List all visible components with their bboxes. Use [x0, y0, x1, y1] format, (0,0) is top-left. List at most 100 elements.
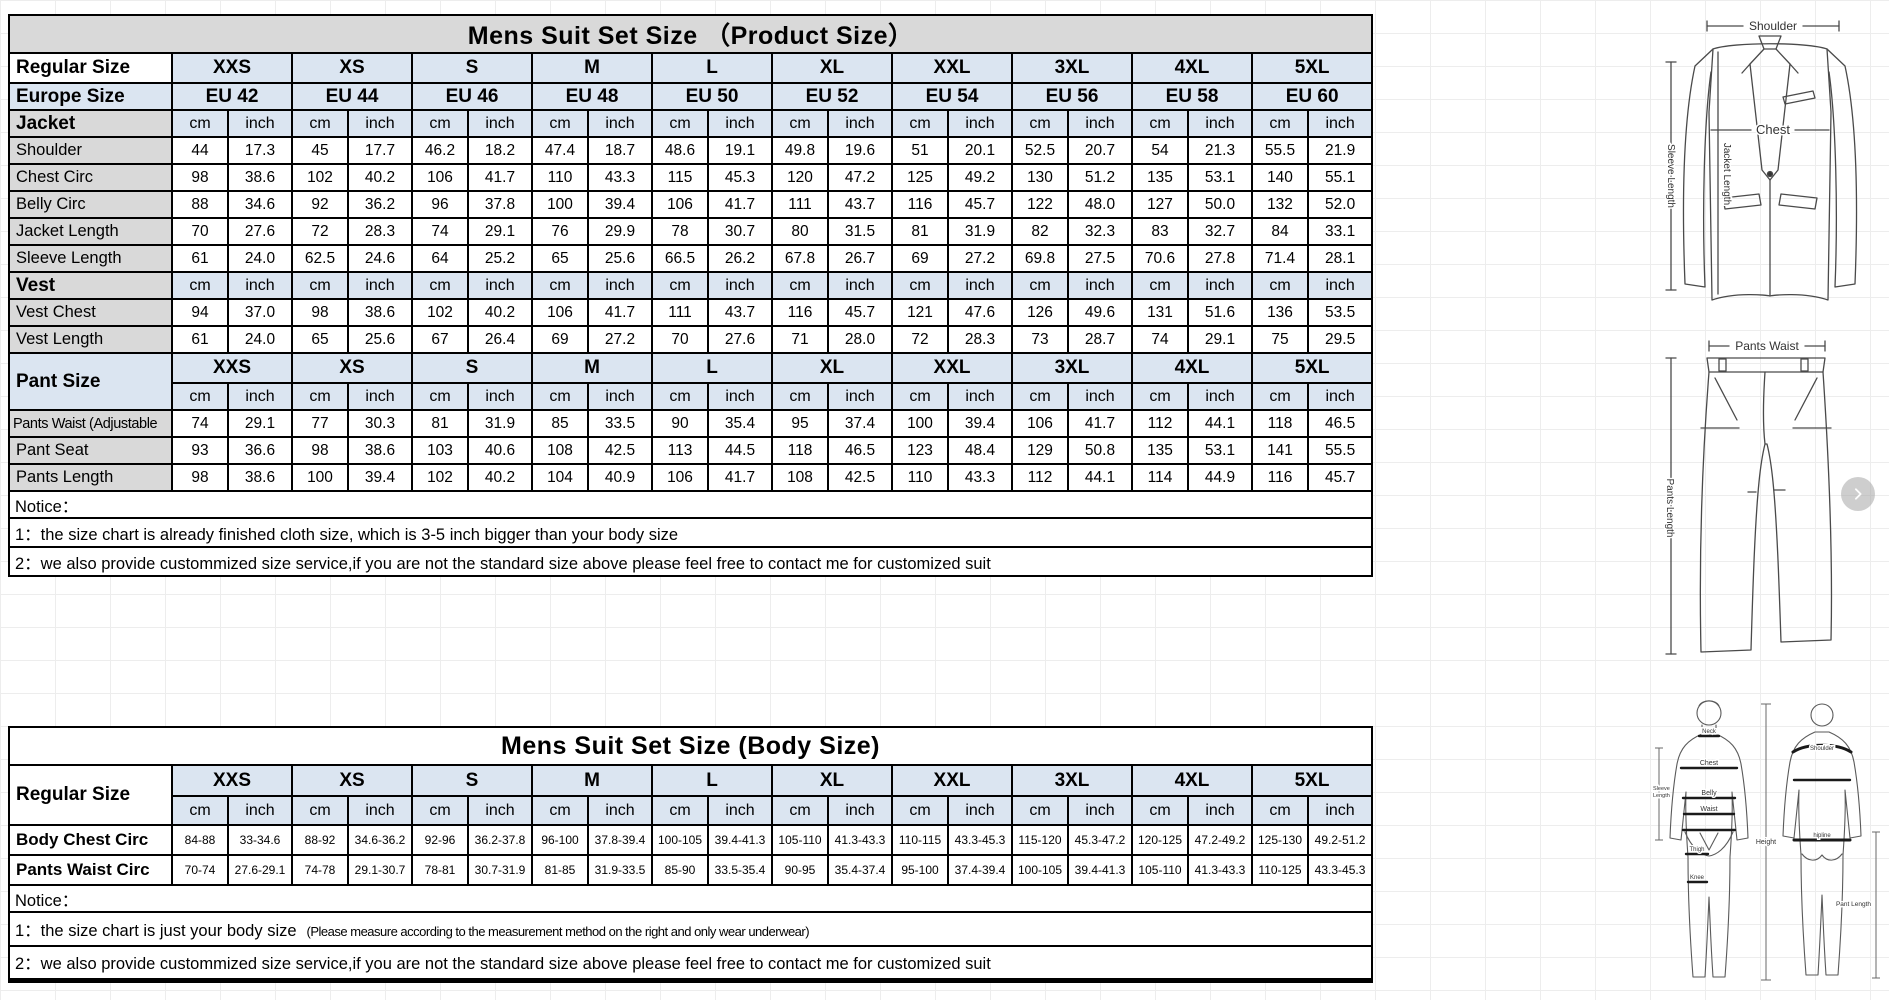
value-cell: 106	[411, 163, 469, 192]
value-cell: 106	[1011, 409, 1069, 438]
value-cell: 69.8	[1011, 244, 1069, 273]
value-cell: 93	[171, 436, 229, 465]
notice-line: 2：we also provide custommized size servi…	[7, 945, 1374, 981]
value-cell: 37.8-39.4	[587, 824, 653, 856]
unit-header: inch	[347, 795, 413, 826]
unit-header: cm	[531, 795, 589, 826]
value-cell: 41.7	[707, 190, 773, 219]
table-row: 1：the size chart is just your body size (…	[7, 911, 1374, 947]
value-cell: 78-81	[411, 854, 469, 886]
value-cell: 108	[771, 463, 829, 492]
table-row: Body Chest Circ 84-88 33-34.6 88-92 34.6-36.…	[8, 824, 1374, 856]
unit-header: cm	[891, 382, 949, 411]
value-cell: 28.3	[347, 217, 413, 246]
value-cell: 52.5	[1011, 136, 1069, 165]
table-row: Jacket cm inch cm inch cm inch cm inch cm inch cm in…	[8, 109, 1374, 138]
value-cell: 66.5	[651, 244, 709, 273]
value-cell: 110	[891, 463, 949, 492]
unit-header: inch	[947, 109, 1013, 138]
pants-measurement-diagram: Pants Waist Pants Length	[1655, 332, 1889, 669]
value-cell: 36.6	[227, 436, 293, 465]
body-belly-label: Belly	[1701, 790, 1717, 797]
table-row: Mens Suit Set Size (Body Size)	[7, 726, 1374, 766]
value-cell: 55.1	[1307, 163, 1374, 192]
unit-header: inch	[827, 795, 893, 826]
table-row: Shoulder 44 17.3 45 17.7 46.2 18.2 47.4 18.7 48.6…	[8, 136, 1374, 165]
value-cell: 39.4-41.3	[707, 824, 773, 856]
carousel-next-button[interactable]	[1841, 477, 1875, 511]
value-cell: 74	[411, 217, 469, 246]
value-cell: 41.7	[587, 298, 653, 327]
value-cell: 43.3-45.3	[1307, 854, 1374, 886]
value-cell: 102	[291, 163, 349, 192]
value-cell: 30.7-31.9	[467, 854, 533, 886]
value-cell: 85	[531, 409, 589, 438]
value-cell: 90-95	[771, 854, 829, 886]
europe-size-header: EU 50	[651, 82, 773, 111]
row-label: Body Chest Circ	[8, 824, 173, 856]
value-cell: 41.3-43.3	[1187, 854, 1253, 886]
body-waist-label: Waist	[1700, 806, 1717, 813]
value-cell: 125-130	[1251, 824, 1309, 856]
size-col-header: 3XL	[1011, 352, 1133, 384]
value-cell: 24.0	[227, 325, 293, 354]
unit-header: inch	[827, 271, 893, 300]
unit-header: inch	[347, 109, 413, 138]
value-cell: 70	[651, 325, 709, 354]
value-cell: 85-90	[651, 854, 709, 886]
unit-header: cm	[291, 109, 349, 138]
value-cell: 47.4	[531, 136, 589, 165]
unit-header: cm	[1131, 271, 1189, 300]
size-col-header: XXL	[891, 352, 1013, 384]
value-cell: 92-96	[411, 824, 469, 856]
unit-header: inch	[467, 382, 533, 411]
unit-header: cm	[651, 109, 709, 138]
table-row: Pants Waist (Adjustable 74 29.1 77 30.3 81 31.…	[8, 409, 1374, 438]
value-cell: 110-125	[1251, 854, 1309, 886]
regular-size-label: Regular Size	[8, 764, 173, 826]
size-col-header: M	[531, 52, 653, 84]
value-cell: 118	[1251, 409, 1309, 438]
jacket-measurement-diagram: Shoulder Chest Sleeve Length Jacket Leng…	[1655, 2, 1889, 335]
value-cell: 94	[171, 298, 229, 327]
unit-header: inch	[1067, 271, 1133, 300]
value-cell: 54	[1131, 136, 1189, 165]
value-cell: 40.2	[347, 163, 413, 192]
table-row: Europe Size EU 42 EU 44 EU 46 EU 48 EU 50 EU 5…	[8, 82, 1374, 111]
unit-header: inch	[947, 271, 1013, 300]
unit-header: cm	[1131, 382, 1189, 411]
value-cell: 113	[651, 436, 709, 465]
value-cell: 43.3-45.3	[947, 824, 1013, 856]
value-cell: 45.3-47.2	[1067, 824, 1133, 856]
value-cell: 74-78	[291, 854, 349, 886]
value-cell: 81-85	[531, 854, 589, 886]
unit-header: inch	[347, 271, 413, 300]
body-size-table: Mens Suit Set Size (Body Size) Regular Si…	[7, 726, 1374, 983]
unit-header: cm	[411, 382, 469, 411]
size-col-header: L	[651, 764, 773, 797]
value-cell: 81	[411, 409, 469, 438]
value-cell: 70-74	[171, 854, 229, 886]
unit-header: inch	[227, 795, 293, 826]
size-col-header: S	[411, 352, 533, 384]
value-cell: 31.9-33.5	[587, 854, 653, 886]
value-cell: 118	[771, 436, 829, 465]
value-cell: 45.7	[827, 298, 893, 327]
unit-header: cm	[531, 271, 589, 300]
value-cell: 88	[171, 190, 229, 219]
body-sleeve-length-label-2: Length	[1653, 793, 1670, 799]
body-knee-label: Knee	[1690, 875, 1705, 881]
table-row: Regular Size XXS XS S M L XL XXL 3XL 4XL 5XL	[8, 764, 1374, 826]
unit-header: inch	[947, 382, 1013, 411]
pant-size-label: Pant Size	[8, 352, 173, 411]
value-cell: 82	[1011, 217, 1069, 246]
value-cell: 69	[531, 325, 589, 354]
unit-header: cm	[891, 271, 949, 300]
value-cell: 49.6	[1067, 298, 1133, 327]
table-row: Chest Circ 98 38.6 102 40.2 106 41.7 110 43.3 115…	[8, 163, 1374, 192]
unit-header: cm	[171, 271, 229, 300]
unit-header: inch	[1307, 382, 1374, 411]
unit-header: inch	[1067, 382, 1133, 411]
value-cell: 98	[291, 298, 349, 327]
row-label: Pants Waist (Adjustable	[8, 409, 173, 438]
